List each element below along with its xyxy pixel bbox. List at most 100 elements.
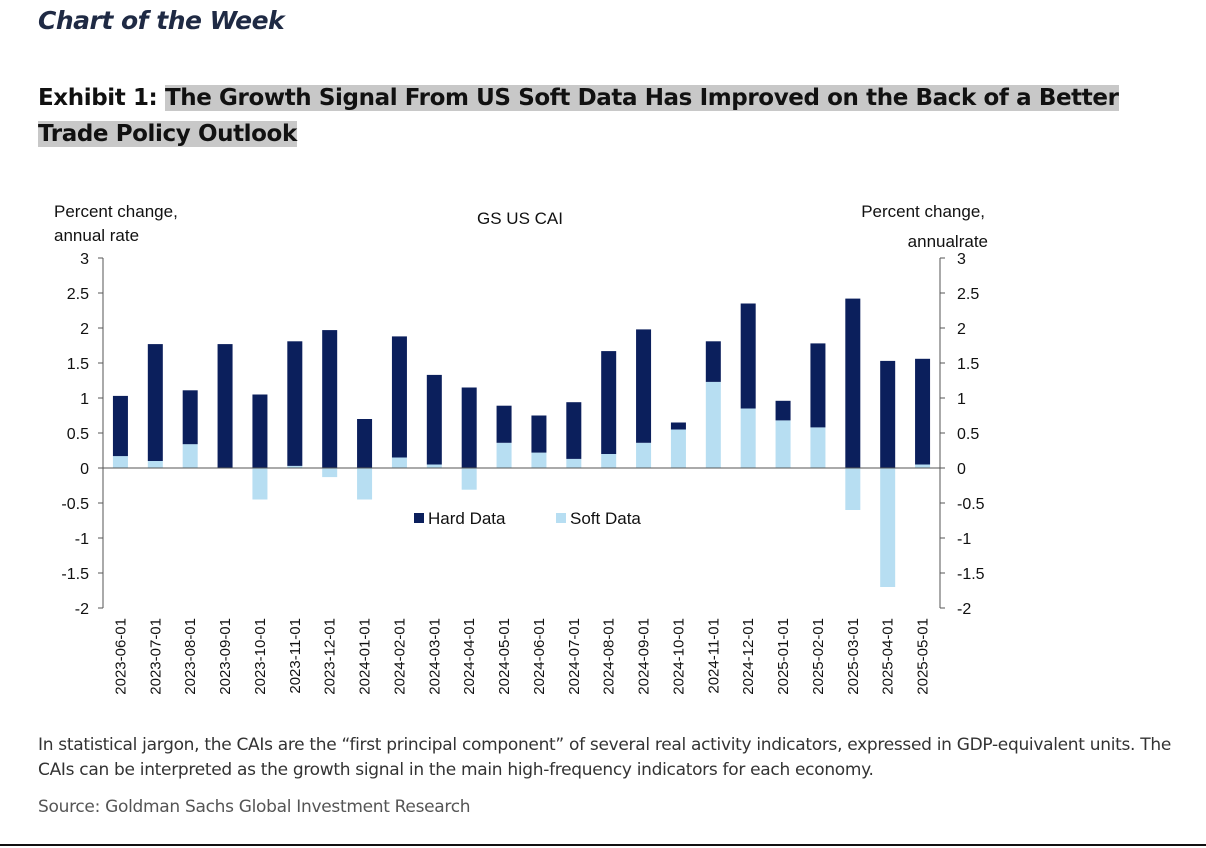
x-category-label: 2023-07-01 [147,618,164,695]
x-category-label: 2023-11-01 [287,618,304,694]
x-category-label: 2023-10-01 [252,618,269,695]
right-y-tick-label: 1.5 [957,356,979,373]
x-category-label: 2024-11-01 [705,618,722,694]
legend-swatch-soft-data [556,513,566,523]
source-note: Source: Goldman Sachs Global Investment … [38,797,471,817]
bar-soft-data [670,429,686,468]
x-category-label: 2024-06-01 [531,618,548,695]
chart-title: GS US CAI [477,209,563,228]
bar-soft-data [705,381,721,468]
right-y-tick-label: 1 [957,391,966,408]
right-y-tick-label: 3 [957,251,966,268]
bar-hard-data [322,330,338,468]
bar-soft-data [810,427,826,468]
bar-soft-data [601,454,617,468]
bar-soft-data [566,458,582,468]
right-y-tick-label: -1.5 [957,566,985,583]
left-y-tick-label: -2 [75,601,89,618]
right-y-tick-label: 0.5 [957,426,979,443]
bar-soft-data [252,468,268,500]
bar-hard-data [426,374,442,465]
x-category-label: 2024-02-01 [391,618,408,695]
right-y-tick-label: -1 [957,531,971,548]
bar-soft-data [182,444,198,468]
bar-hard-data [775,400,791,421]
bar-soft-data [426,464,442,468]
x-category-label: 2024-12-01 [740,618,757,695]
right-y-tick-label: 2.5 [957,286,979,303]
left-y-tick-label: 0 [80,461,89,478]
x-category-label: 2025-02-01 [810,618,827,695]
bar-hard-data [531,415,547,453]
legend-label-soft-data: Soft Data [570,509,641,528]
right-axis-label-line1: Percent change, [861,202,985,221]
right-axis-label-line2: annualrate [908,232,988,251]
x-category-label: 2024-01-01 [357,618,374,695]
x-category-label: 2023-09-01 [217,618,234,695]
bar-hard-data [182,390,198,445]
bar-hard-data [670,422,686,430]
left-axis-label-line2: annual rate [54,226,139,245]
left-y-tick-label: 2 [80,321,89,338]
bar-hard-data [357,419,373,468]
x-category-label: 2023-12-01 [322,618,339,695]
bar-hard-data [810,343,826,428]
footnote: In statistical jargon, the CAIs are the … [38,735,1171,780]
plot-area: 3 3 2.5 2.5 2 2 1.5 1.5 1 1 0.5 0.5 0 0 -0.5 -0.5 -1 -1 -1… [61,251,984,695]
left-y-tick-label: -0.5 [61,496,89,513]
bar-hard-data [496,405,512,443]
bar-hard-data [740,303,756,409]
x-category-label: 2025-04-01 [880,618,897,695]
left-y-tick-label: 2.5 [67,286,89,303]
bar-soft-data [287,465,303,468]
bar-hard-data [112,395,128,457]
x-category-label: 2024-10-01 [670,618,687,695]
bar-soft-data [636,442,652,468]
right-y-tick-label: 2 [957,321,966,338]
right-y-tick-label: -0.5 [957,496,985,513]
left-axis-label-line1: Percent change, [54,202,178,221]
bar-hard-data [845,298,861,468]
x-category-label: 2025-01-01 [775,618,792,695]
bar-hard-data [566,402,582,459]
right-y-tick-label: 0 [957,461,966,478]
x-category-label: 2023-08-01 [182,618,199,695]
bar-hard-data [705,341,721,382]
chart-of-the-week-heading: Chart of the Week [38,6,285,35]
bar-soft-data [531,452,547,468]
legend-label-hard-data: Hard Data [428,509,506,528]
exhibit-title-text: The Growth Signal From US Soft Data Has … [38,85,1119,147]
bar-hard-data [147,344,163,461]
bar-hard-data [217,344,233,468]
bar-soft-data [775,420,791,468]
left-y-tick-label: -1.5 [61,566,89,583]
bar-hard-data [636,329,652,443]
bar-soft-data [496,442,512,468]
bar-hard-data [915,358,931,465]
legend-swatch-hard-data [414,513,424,523]
bar-hard-data [880,360,896,468]
bottom-rule [0,844,1206,846]
left-y-tick-label: 1.5 [67,356,89,373]
x-category-label: 2024-03-01 [426,618,443,695]
bar-soft-data [357,468,373,500]
bar-soft-data [880,468,896,587]
bar-soft-data [147,461,163,468]
x-category-label: 2025-03-01 [845,618,862,695]
bar-soft-data [322,468,338,478]
exhibit-title: Exhibit 1: The Growth Signal From US Sof… [38,80,1168,152]
left-y-tick-label: 0.5 [67,426,89,443]
exhibit-label: Exhibit 1: [38,85,158,111]
bar-soft-data [461,468,477,490]
chart-legend: Hard Data Soft Data [414,509,641,528]
bar-soft-data [391,457,407,468]
bar-hard-data [287,341,303,466]
bar-hard-data [252,394,268,468]
bar-hard-data [461,387,477,468]
bar-soft-data [112,456,128,468]
bar-soft-data [915,464,931,468]
bar-soft-data [845,468,861,510]
x-category-label: 2024-09-01 [636,618,653,695]
gs-us-cai-chart: GS US CAI Percent change, annual rate Pe… [54,202,988,695]
right-y-tick-label: -2 [957,601,971,618]
